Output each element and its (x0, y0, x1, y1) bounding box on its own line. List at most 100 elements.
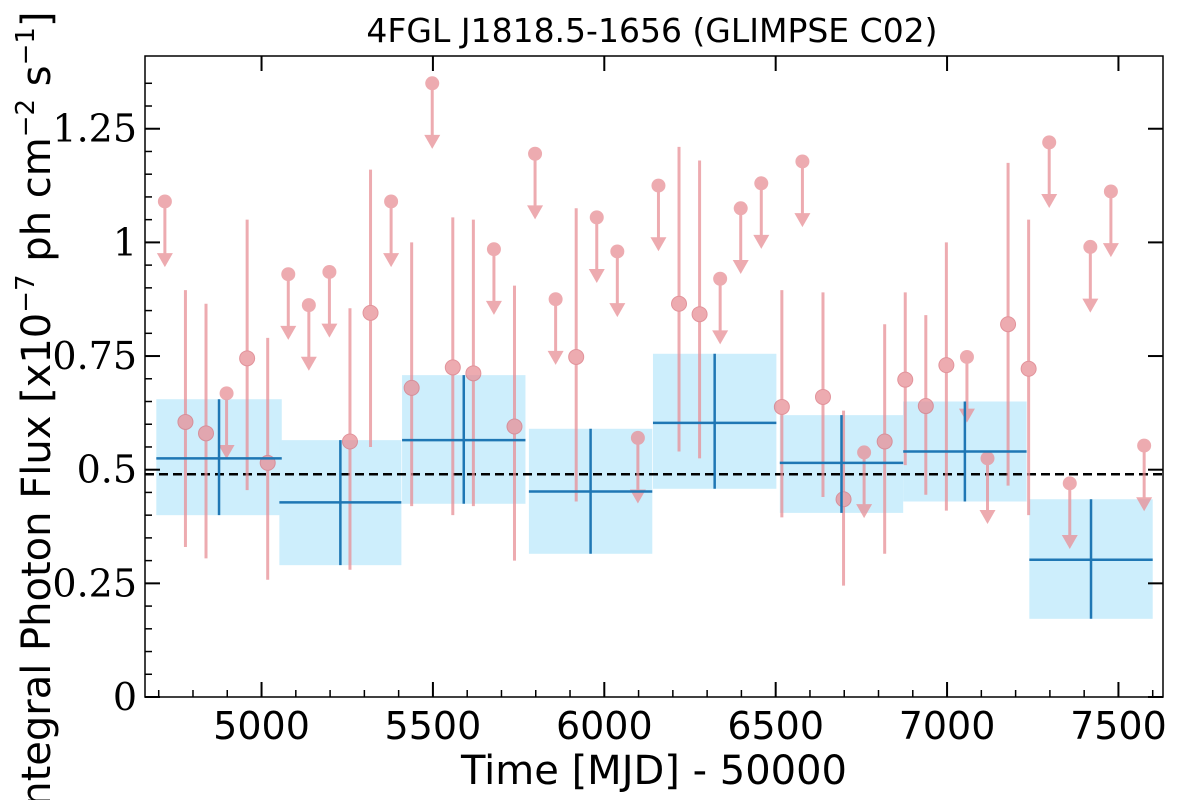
fine-marker-9 (341, 433, 358, 450)
upper-limit-arrow-28 (732, 259, 749, 274)
fine-point-group-7 (300, 298, 317, 371)
fine-marker-38 (938, 357, 955, 374)
fine-point-group-47 (1136, 438, 1153, 512)
fine-point-group-13 (424, 76, 441, 149)
fine-point-group-1 (177, 290, 194, 547)
fine-point-group-4 (239, 219, 256, 491)
upper-limit-arrow-13 (424, 134, 441, 149)
fine-marker-35 (876, 433, 893, 450)
fine-marker-2 (198, 425, 215, 442)
fine-marker-17 (506, 418, 523, 435)
fine-point-group-23 (629, 430, 646, 504)
upper-limit-marker-3 (219, 386, 234, 401)
fine-point-group-40 (979, 451, 996, 524)
fine-point-group-0 (156, 194, 173, 268)
y-axis-label: Integral Photon Flux [x10−7 ph cm−2 s−1] (11, 11, 60, 800)
upper-limit-arrow-43 (1041, 194, 1058, 209)
upper-limit-arrow-22 (609, 303, 626, 318)
fine-point-group-42 (1020, 219, 1037, 516)
fine-marker-20 (568, 348, 585, 365)
fine-marker-33 (835, 491, 852, 508)
fine-marker-32 (814, 388, 831, 405)
fine-point-group-37 (917, 315, 934, 495)
coarse-bin-bands (156, 353, 1153, 619)
upper-limit-marker-29 (754, 176, 769, 191)
upper-limit-marker-28 (733, 201, 748, 216)
y-label-mid: ph cm (14, 137, 60, 274)
y-tick-label-5: 1.25 (52, 107, 137, 151)
upper-limit-arrow-3 (218, 444, 235, 459)
fine-point-group-22 (609, 244, 626, 318)
fine-point-group-2 (198, 303, 215, 559)
upper-limit-arrow-7 (300, 356, 317, 371)
fine-point-group-43 (1041, 135, 1058, 209)
x-tick-label-2: 6000 (556, 704, 653, 748)
y-label-exp1: −7 (11, 274, 41, 312)
upper-limit-marker-19 (548, 292, 563, 307)
upper-limit-arrow-39 (958, 408, 975, 423)
chart-title: 4FGL J1818.5-1656 (GLIMPSE C02) (366, 11, 937, 50)
upper-limit-marker-16 (486, 242, 501, 257)
upper-limit-arrow-21 (588, 269, 605, 284)
fine-point-group-15 (465, 219, 482, 507)
axis-ticks: 5000 5500 6000 6500 7000 7500 0 0.25 0.5 0.75 1 1.2… (52, 56, 1167, 748)
upper-limit-arrow-46 (1102, 243, 1119, 258)
fine-point-group-44 (1061, 476, 1078, 549)
fine-point-group-21 (588, 210, 605, 284)
fine-point-group-29 (753, 176, 770, 249)
axes-frame (144, 55, 1164, 698)
fine-marker-26 (691, 306, 708, 323)
upper-limit-arrow-45 (1082, 298, 1099, 313)
fine-marker-36 (897, 371, 914, 388)
upper-limit-marker-7 (301, 298, 316, 313)
fine-point-group-16 (485, 242, 502, 315)
upper-limit-marker-31 (795, 154, 810, 169)
fine-marker-37 (917, 398, 934, 415)
x-tick-label-0: 5000 (213, 704, 310, 748)
fine-point-group-9 (341, 308, 358, 570)
fine-point-group-30 (773, 290, 790, 518)
fine-point-group-26 (691, 160, 708, 459)
fine-point-group-46 (1102, 184, 1119, 258)
upper-limit-arrow-23 (629, 489, 646, 504)
fine-point-group-25 (671, 146, 688, 452)
fine-point-group-34 (856, 445, 873, 519)
fine-marker-30 (773, 398, 790, 415)
fine-point-group-19 (547, 292, 564, 365)
fine-point-group-28 (732, 201, 749, 274)
fine-marker-4 (239, 350, 256, 367)
fine-marker-14 (444, 359, 461, 376)
fine-marker-25 (671, 295, 688, 312)
upper-limit-marker-18 (528, 146, 543, 161)
y-tick-label-2: 0.5 (77, 448, 137, 492)
x-tick-label-5: 7500 (1070, 704, 1167, 748)
upper-limit-arrow-29 (753, 234, 770, 249)
fine-point-group-3 (218, 386, 235, 459)
upper-limit-arrow-6 (280, 325, 297, 340)
upper-limit-arrow-19 (547, 350, 564, 365)
fine-marker-12 (403, 379, 420, 396)
x-tick-label-3: 6500 (727, 704, 824, 748)
fine-marker-15 (465, 365, 482, 382)
y-label-main: Integral Photon Flux [x10 (14, 313, 60, 800)
fine-point-group-24 (650, 178, 667, 252)
fine-point-group-39 (958, 349, 975, 423)
upper-limit-marker-13 (425, 76, 440, 91)
y-tick-label-1: 0.25 (52, 561, 137, 605)
fine-point-group-6 (280, 267, 297, 340)
fine-point-group-11 (383, 194, 400, 268)
axes-box (144, 55, 1164, 698)
upper-limit-arrow-27 (712, 330, 729, 345)
upper-limit-marker-6 (281, 267, 296, 282)
fine-point-group-18 (527, 146, 544, 220)
upper-limit-marker-11 (384, 194, 399, 209)
fine-marker-10 (362, 304, 379, 321)
fine-marker-42 (1020, 360, 1037, 377)
y-label-exp3: −1 (11, 27, 41, 65)
fine-point-group-20 (568, 208, 585, 502)
fine-point-group-14 (444, 217, 461, 516)
upper-limit-marker-23 (630, 430, 645, 445)
fine-point-group-41 (1000, 162, 1017, 486)
fine-point-group-10 (362, 169, 379, 447)
